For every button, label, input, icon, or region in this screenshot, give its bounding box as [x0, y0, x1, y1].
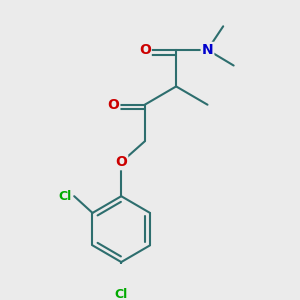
Text: O: O	[107, 98, 119, 112]
Text: Cl: Cl	[58, 190, 72, 203]
Text: Cl: Cl	[115, 288, 128, 300]
Text: O: O	[115, 155, 127, 169]
Text: N: N	[202, 43, 213, 57]
Text: O: O	[139, 43, 151, 57]
